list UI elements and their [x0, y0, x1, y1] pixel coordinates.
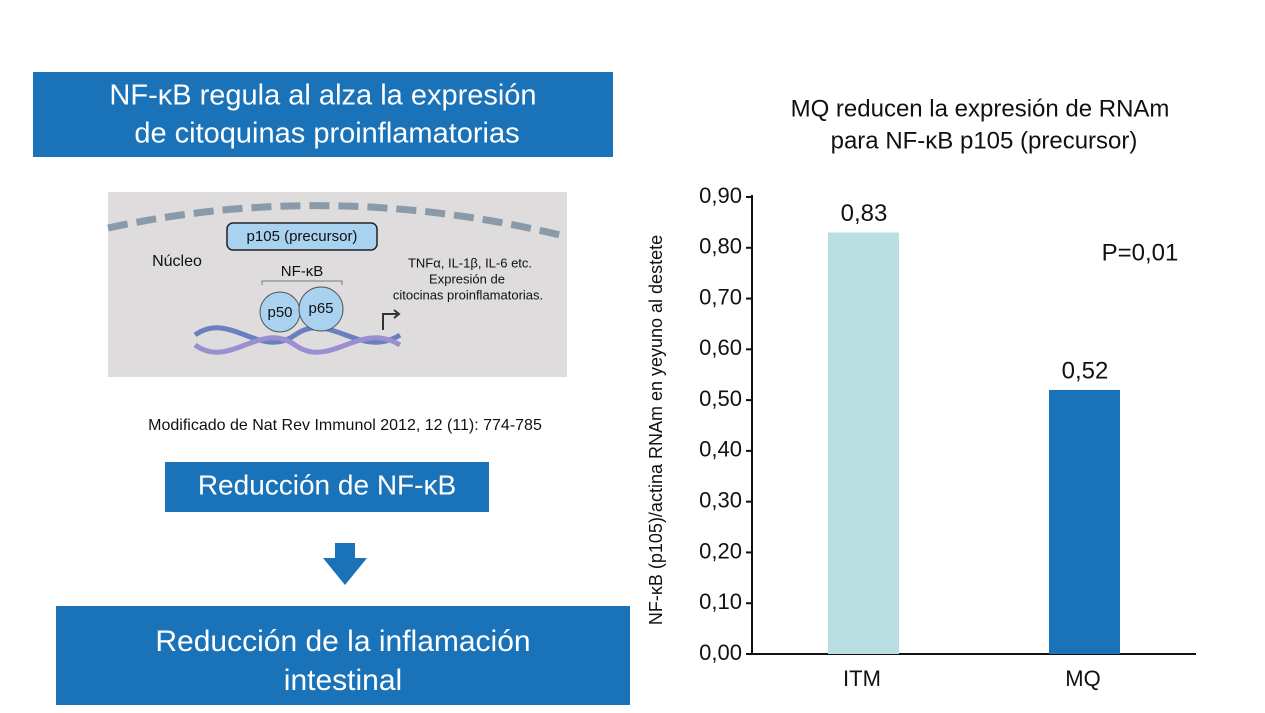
- y-tick-label: 0,40: [699, 437, 742, 462]
- y-tick-label: 0,50: [699, 386, 742, 411]
- diagram-label: Núcleo: [152, 253, 202, 270]
- diagram-label: p50: [267, 304, 292, 321]
- step-box: [165, 462, 489, 512]
- diagram-label: Expresión de: [429, 271, 505, 286]
- y-tick-label: 0,20: [699, 538, 742, 563]
- diagram-label: p65: [308, 300, 333, 317]
- value-label: 0,83: [841, 200, 888, 227]
- step-text: Reducción de la inflamación: [155, 625, 530, 658]
- arrow: [323, 543, 367, 585]
- diagram-label: TNFα, IL-1β, IL-6 etc.: [408, 255, 532, 270]
- value-label: 0,52: [1062, 357, 1109, 384]
- left-title: NF-κB regula al alza la expresión: [109, 80, 536, 112]
- step-text: Reducción de NF-κB: [198, 469, 456, 500]
- annotation: P=0,01: [1102, 239, 1179, 266]
- y-axis-label: NF-κB (p105)/actina RNAm en yeyuno al de…: [646, 235, 666, 625]
- x-tick-label: ITM: [843, 666, 881, 691]
- y-tick-label: 0,00: [699, 640, 742, 665]
- y-tick-label: 0,10: [699, 589, 742, 614]
- y-tick-label: 0,90: [699, 183, 742, 208]
- bar: [1049, 389, 1120, 654]
- left-title: de citoquinas proinflamatorias: [134, 118, 519, 150]
- y-tick-label: 0,80: [699, 234, 742, 259]
- diagram-label: NF-κB: [281, 263, 324, 280]
- step-box: [56, 606, 630, 705]
- step-text: intestinal: [284, 664, 402, 697]
- bar: [828, 232, 899, 655]
- chart-title: para NF-κB p105 (precursor): [831, 127, 1138, 154]
- diagram-label: citocinas proinflamatorias.: [393, 287, 543, 302]
- x-tick-label: MQ: [1065, 666, 1100, 691]
- diagram: p105 (precursor) Núcleo NF-κB p50 p65 TN…: [107, 192, 567, 377]
- source: Modificado de Nat Rev Immunol 2012, 12 (…: [148, 417, 542, 434]
- y-tick-label: 0,60: [699, 335, 742, 360]
- y-tick-label: 0,30: [699, 487, 742, 512]
- title-box: [33, 72, 613, 157]
- chart-title: MQ reducen la expresión de RNAm: [791, 95, 1170, 122]
- y-tick-label: 0,70: [699, 284, 742, 309]
- diagram-label: p105 (precursor): [247, 228, 358, 245]
